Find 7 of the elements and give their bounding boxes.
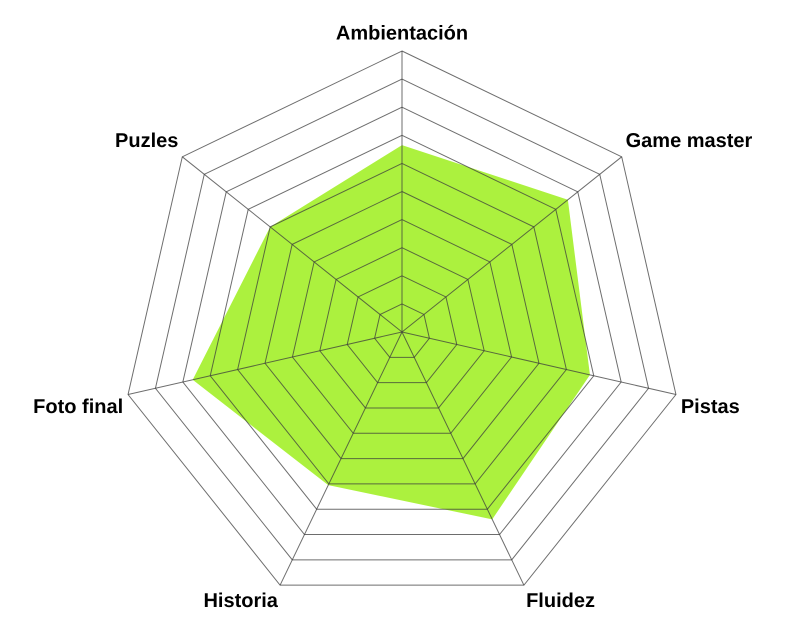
spoke-label: Game master [626, 130, 753, 152]
spoke-label: Ambientación [336, 22, 468, 45]
spoke-label: Puzles [115, 130, 178, 152]
spoke-label: Foto final [33, 396, 124, 418]
spoke-label: Historia [203, 590, 279, 612]
spoke-label: Pistas [680, 396, 740, 418]
spoke-label: Fluidez [526, 590, 595, 612]
